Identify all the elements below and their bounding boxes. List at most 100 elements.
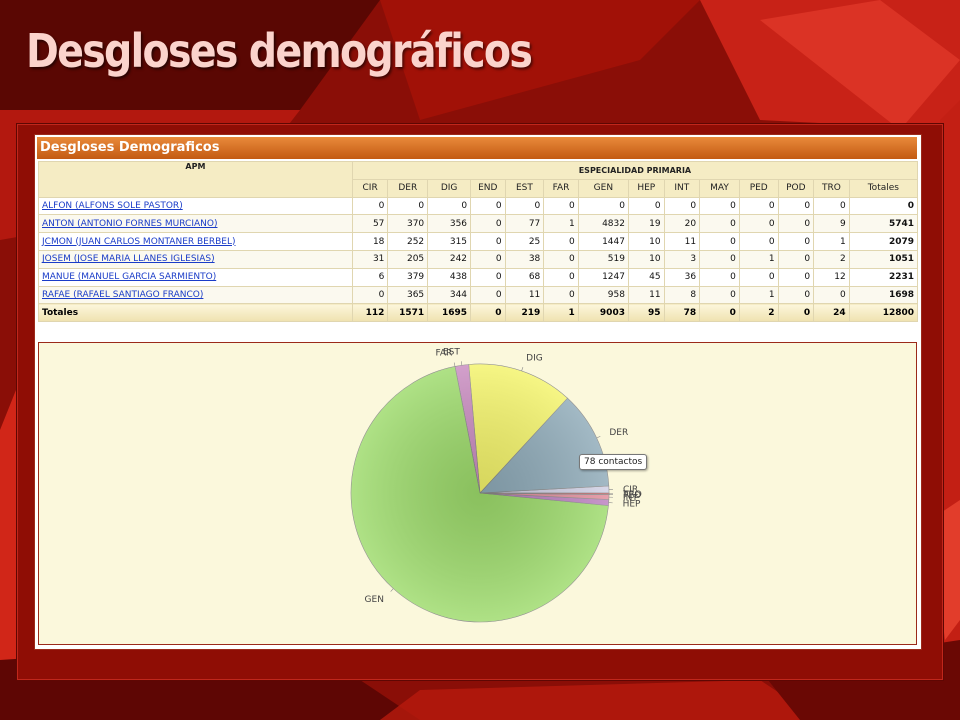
value-cell: 0 [351, 196, 389, 216]
value-cell: 0 [777, 196, 815, 216]
total-cell: 0 [777, 303, 815, 323]
value-cell: 68 [504, 267, 545, 287]
total-cell: 1 [543, 303, 579, 323]
value-cell: 438 [427, 267, 472, 287]
value-cell: 0 [504, 196, 545, 216]
pie-label-line [460, 361, 463, 366]
table-row: JCMON (JUAN CARLOS MONTANER BERBEL) 18 252… [38, 232, 919, 251]
apm-link[interactable]: RAFAE (RAFAEL SANTIAGO FRANCO) [42, 289, 204, 300]
value-cell: 25 [504, 232, 545, 251]
table-row: JOSEM (JOSE MARIA LLANES IGLESIAS) 31 205 2… [38, 249, 919, 269]
column-header-est: EST [504, 178, 545, 198]
header-especialidad: ESPECIALIDAD PRIMARIA [351, 161, 919, 180]
value-cell: 11 [663, 232, 701, 251]
apm-link[interactable]: ALFON (ALFONS SOLE PASTOR) [42, 200, 183, 211]
column-header-ped: PED [738, 178, 779, 198]
table-row: MANUE (MANUEL GARCIA SARMIENTO) 6 379 438 0 6… [38, 267, 919, 287]
value-cell: 519 [577, 249, 629, 269]
value-cell: 0 [543, 249, 579, 269]
apm-link[interactable]: MANUE (MANUEL GARCIA SARMIENTO) [42, 272, 217, 283]
apm-link[interactable]: ANTON (ANTONIO FORNES MURCIANO) [42, 218, 218, 229]
value-cell: 370 [387, 214, 429, 234]
breakdown-table: APM ESPECIALIDAD PRIMARIA CIR DER DIG END ES… [38, 161, 919, 323]
value-cell: 0 [470, 249, 506, 269]
value-cell: 356 [427, 214, 472, 234]
value-cell: 365 [387, 285, 429, 305]
total-cell: 95 [627, 303, 665, 323]
total-cell: 12800 [848, 303, 919, 323]
pie-label-dig: DIG [526, 354, 543, 364]
pie-label-far: FAR [436, 349, 453, 359]
value-cell: 20 [663, 214, 701, 234]
value-cell: 0 [777, 214, 815, 234]
total-cell: 0 [470, 303, 506, 323]
value-cell: 2079 [848, 232, 919, 251]
apm-cell: MANUE (MANUEL GARCIA SARMIENTO) [38, 267, 353, 287]
table-row: ALFON (ALFONS SOLE PASTOR) 0 0 0 0 0 0 0 0 0 0 0 0 0 0 [38, 196, 919, 216]
total-cell: 0 [699, 303, 740, 323]
report-window: Desgloses Demograficos APM ESPECIALIDAD … [34, 134, 922, 650]
value-cell: 315 [427, 232, 472, 251]
value-cell: 3 [663, 249, 701, 269]
value-cell: 0 [627, 196, 665, 216]
value-cell: 0 [738, 267, 779, 287]
column-header-hep: HEP [627, 178, 665, 198]
value-cell: 205 [387, 249, 429, 269]
column-header-far: FAR [543, 178, 579, 198]
column-header-end: END [470, 178, 506, 198]
value-cell: 0 [470, 285, 506, 305]
value-cell: 0 [738, 196, 779, 216]
apm-cell: RAFAE (RAFAEL SANTIAGO FRANCO) [38, 285, 353, 305]
pie-label-gen: GEN [365, 595, 384, 605]
value-cell: 0 [699, 285, 740, 305]
value-cell: 38 [504, 249, 545, 269]
value-cell: 379 [387, 267, 429, 287]
slide-title: Desgloses demográficos [26, 24, 533, 78]
value-cell: 0 [699, 267, 740, 287]
value-cell: 5741 [848, 214, 919, 234]
value-cell: 0 [699, 232, 740, 251]
value-cell: 0 [387, 196, 429, 216]
column-header-gen: GEN [577, 178, 629, 198]
value-cell: 0 [777, 285, 815, 305]
table-row: ANTON (ANTONIO FORNES MURCIANO) 57 370 356 0… [38, 214, 919, 234]
column-header-dig: DIG [427, 178, 472, 198]
value-cell: 0 [813, 196, 850, 216]
column-header-may: MAY [699, 178, 740, 198]
totals-label: Totales [38, 303, 353, 323]
value-cell: 0 [777, 267, 815, 287]
value-cell: 0 [543, 267, 579, 287]
apm-link[interactable]: JOSEM (JOSE MARIA LLANES IGLESIAS) [42, 254, 215, 265]
value-cell: 1 [813, 232, 850, 251]
value-cell: 242 [427, 249, 472, 269]
value-cell: 2231 [848, 267, 919, 287]
value-cell: 18 [351, 232, 389, 251]
total-cell: 112 [351, 303, 389, 323]
value-cell: 0 [427, 196, 472, 216]
value-cell: 2 [813, 249, 850, 269]
pie-label-line [453, 362, 456, 367]
pie-label-est: EST [443, 347, 460, 357]
value-cell: 57 [351, 214, 389, 234]
value-cell: 0 [699, 214, 740, 234]
value-cell: 0 [470, 214, 506, 234]
chart-tooltip: 78 contactos [579, 454, 648, 470]
value-cell: 31 [351, 249, 389, 269]
apm-cell: JOSEM (JOSE MARIA LLANES IGLESIAS) [38, 249, 353, 269]
value-cell: 0 [470, 267, 506, 287]
apm-link[interactable]: JCMON (JUAN CARLOS MONTANER BERBEL) [42, 236, 236, 247]
pie-label-der: DER [609, 428, 628, 438]
value-cell: 10 [627, 249, 665, 269]
value-cell: 0 [470, 196, 506, 216]
pie-label-tro: TRO [622, 490, 642, 500]
pie-label-line [390, 588, 394, 592]
pie-label-line [596, 436, 601, 439]
value-cell: 958 [577, 285, 629, 305]
value-cell: 45 [627, 267, 665, 287]
column-header-pod: POD [777, 178, 815, 198]
value-cell: 0 [738, 214, 779, 234]
value-cell: 0 [577, 196, 629, 216]
value-cell: 0 [738, 232, 779, 251]
value-cell: 11 [504, 285, 545, 305]
value-cell: 252 [387, 232, 429, 251]
